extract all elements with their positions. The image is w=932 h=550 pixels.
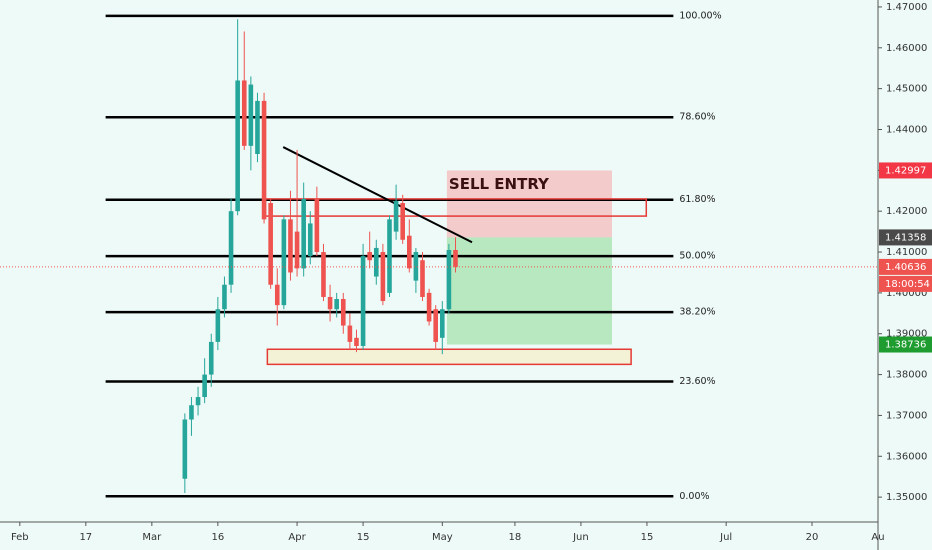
candle-body (208, 341, 214, 375)
candle-body (189, 405, 194, 420)
candle-body (261, 100, 267, 220)
candle-body (182, 419, 188, 479)
target-zone (446, 237, 612, 345)
x-tick-label: 17 (79, 532, 92, 543)
candle-body (400, 203, 405, 240)
fib-label: 50.00% (679, 251, 715, 262)
candle-body (367, 252, 372, 261)
candle-body (413, 252, 419, 281)
x-tick-label: May (432, 532, 453, 543)
x-tick-label: 15 (641, 532, 654, 543)
x-tick-label: 20 (806, 532, 819, 543)
candle-body (321, 252, 326, 297)
entry-tag-bg (879, 229, 932, 246)
stop-tag-bg (879, 162, 932, 179)
target-tag-bg (879, 336, 932, 353)
candle-body (222, 284, 227, 310)
candle-body (354, 337, 359, 346)
target-tag: 1.38736 (885, 340, 926, 351)
candle-body (241, 80, 247, 146)
candle-body (228, 211, 234, 285)
x-tick-label: 18 (509, 532, 522, 543)
candle-body (373, 247, 379, 277)
candle-body (314, 198, 320, 253)
x-tick-label: Au (871, 532, 884, 543)
candle-body (360, 256, 366, 346)
stop-tag: 1.42997 (885, 165, 926, 176)
candle-body (215, 309, 221, 342)
position-label: SELL ENTRY (449, 175, 550, 193)
last-price-tag-bg (879, 258, 932, 275)
candle-body (433, 309, 438, 342)
y-tick-label: 1.40000 (886, 288, 927, 299)
y-tick-label: 1.38000 (886, 370, 927, 381)
y-tick-label: 1.47000 (886, 2, 927, 13)
candle-body (426, 292, 432, 322)
fib-label: 78.60% (679, 112, 715, 123)
x-tick-label: 16 (211, 532, 224, 543)
candle-body (440, 309, 445, 338)
candle-body (347, 325, 353, 342)
candle-body (274, 284, 280, 306)
y-tick-label: 1.42000 (886, 206, 927, 217)
price-axis (878, 0, 932, 550)
candle-body (301, 198, 306, 269)
candle-body (248, 84, 254, 146)
candle-body (235, 80, 240, 212)
x-tick-label: Jul (719, 532, 732, 543)
candle-body (288, 219, 293, 273)
candle-body (202, 374, 207, 398)
fib-label: 0.00% (679, 491, 709, 502)
candle-body (340, 299, 346, 326)
candle-body (268, 203, 273, 285)
last-price-tag: 1.40636 (885, 262, 926, 273)
candle-body (281, 219, 287, 306)
fib-label: 38.20% (679, 307, 715, 318)
candle-body (446, 249, 452, 310)
stop-zone (446, 170, 612, 238)
trendline (282, 146, 473, 244)
fib-label: 23.60% (679, 376, 715, 387)
candle-body (387, 219, 392, 293)
countdown: 18:00:54 (885, 279, 930, 290)
y-tick-label: 1.41000 (886, 247, 927, 258)
candle-body (294, 231, 300, 269)
candle-body (393, 200, 399, 232)
x-tick-label: Mar (142, 532, 162, 543)
x-tick-label: Jun (572, 532, 589, 543)
candle-body (406, 235, 412, 269)
fib-label: 61.80% (679, 194, 715, 205)
y-tick-label: 1.37000 (886, 410, 927, 421)
y-tick-label: 1.45000 (886, 84, 927, 95)
candle-body (195, 397, 201, 406)
x-tick-label: Apr (288, 532, 306, 543)
candle-body (420, 260, 425, 297)
fib-label: 100.00% (679, 10, 721, 21)
candle-body (453, 249, 458, 267)
zone (266, 348, 632, 366)
y-tick-label: 1.39000 (886, 329, 927, 340)
y-tick-label: 1.36000 (886, 451, 927, 462)
candle-body (380, 252, 386, 302)
x-tick-label: Feb (11, 532, 29, 543)
candle-body (327, 296, 333, 310)
candle-body (307, 223, 313, 257)
y-tick-label: 1.35000 (886, 492, 927, 503)
countdown-bg (879, 275, 932, 292)
candle-body (334, 299, 339, 310)
entry-tag: 1.41358 (885, 232, 926, 243)
x-tick-label: 15 (357, 532, 370, 543)
y-tick-label: 1.46000 (886, 43, 927, 54)
y-tick-label: 1.44000 (886, 124, 927, 135)
candle-body (255, 100, 260, 154)
